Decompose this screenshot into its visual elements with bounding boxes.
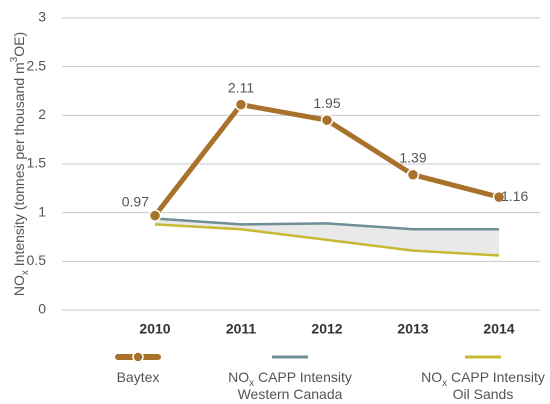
text-part: NO (421, 369, 442, 385)
legend-marker (132, 351, 144, 363)
text-part: NO (11, 275, 27, 296)
series-line (154, 223, 500, 257)
data-label: 1.16 (501, 188, 528, 204)
y-tick-label: 0.5 (27, 252, 47, 268)
point (234, 98, 248, 111)
text-part: CAPP Intensity (254, 369, 352, 385)
y-tick-label: 0 (38, 301, 46, 317)
y-tick-label: 3 (38, 9, 46, 25)
text-part: x (20, 270, 31, 275)
x-tick-label: 2012 (311, 321, 342, 337)
text-part: Western Canada (238, 386, 343, 402)
point (148, 209, 162, 222)
legend-label: NOx CAPP Intensity (421, 369, 545, 389)
band-area (155, 218, 499, 256)
x-tick-label: 2010 (139, 321, 170, 337)
text-part: CAPP Intensity (447, 369, 545, 385)
y-tick-label: 2 (38, 106, 46, 122)
text-part: 3 (9, 56, 20, 62)
legend-label: Western Canada (238, 386, 343, 402)
data-label: 0.97 (122, 193, 149, 209)
text-part: Baytex (117, 369, 160, 385)
point (320, 113, 334, 127)
data-label: 1.39 (399, 149, 426, 165)
text-part: OE) (11, 32, 27, 57)
y-tick-label: 2.5 (27, 57, 47, 73)
text-part: Oil Sands (453, 386, 514, 402)
series-line (154, 217, 499, 231)
text-part: x (442, 378, 447, 389)
point (406, 168, 420, 181)
x-tick-label: 2013 (397, 321, 428, 337)
text-part: Intensity (tonnes per thousand m (11, 62, 27, 270)
y-axis-label: NOx Intensity (tonnes per thousand m3OE) (9, 32, 31, 296)
y-tick-label: 1.5 (27, 155, 47, 171)
legend-label: Baytex (117, 369, 160, 385)
legend-label: NOx CAPP Intensity (228, 369, 352, 389)
y-tick-label: 1 (38, 203, 46, 219)
text-part: x (249, 378, 254, 389)
point (492, 190, 506, 204)
x-tick-label: 2014 (483, 321, 514, 337)
legend-label: Oil Sands (453, 386, 514, 402)
data-label: 1.95 (313, 95, 340, 111)
text-part: NO (228, 369, 249, 385)
x-tick-label: 2011 (226, 321, 257, 337)
data-label: 2.11 (228, 79, 254, 95)
